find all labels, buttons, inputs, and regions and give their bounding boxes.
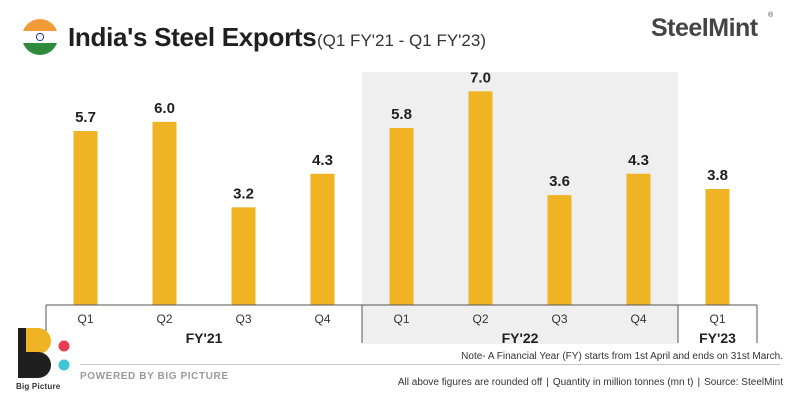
- tick-label-2: Q2: [156, 312, 172, 326]
- tick-label-1: Q1: [77, 312, 93, 326]
- data-label-9: 3.8: [707, 167, 728, 184]
- india-flag-icon: [22, 19, 58, 55]
- big-picture-logo-icon: [18, 328, 70, 378]
- tick-label-7: Q3: [551, 312, 567, 326]
- footnote-units: Quantity in million tonnes (mn t): [552, 377, 694, 388]
- group-label-1: FY'21: [186, 330, 223, 346]
- data-label-2: 6.0: [154, 100, 175, 117]
- footnote-source: Source: SteelMint: [704, 377, 783, 388]
- highlight-band-fy22: [362, 72, 678, 344]
- bar-5: [389, 127, 414, 305]
- bar-8: [626, 173, 651, 305]
- group-label-2: FY'22: [502, 330, 539, 346]
- footer-divider: [80, 364, 780, 365]
- tick-label-3: Q3: [235, 312, 251, 326]
- registered-mark: ®: [768, 12, 774, 19]
- footnote: All above figures are rounded off | Quanti…: [398, 377, 783, 388]
- header: India's Steel Exports (Q1 FY'21 - Q1 FY'…: [0, 0, 799, 64]
- data-label-3: 3.2: [233, 185, 254, 202]
- data-label-8: 4.3: [628, 152, 649, 169]
- bar-3: [231, 207, 256, 305]
- bar-6: [468, 91, 493, 305]
- big-picture-logo-text: Big Picture: [16, 382, 61, 391]
- data-label-5: 5.8: [391, 106, 412, 123]
- data-label-6: 7.0: [470, 69, 491, 86]
- chart-subtitle: (Q1 FY'21 - Q1 FY'23): [317, 31, 486, 50]
- powered-by-text: POWERED BY BIG PICTURE: [80, 371, 229, 382]
- tick-label-5: Q1: [393, 312, 409, 326]
- bar-9: [705, 189, 730, 305]
- fy-note: Note- A Financial Year (FY) starts from …: [461, 351, 783, 362]
- footnote-rounded: All above figures are rounded off: [397, 377, 543, 388]
- tick-label-6: Q2: [472, 312, 488, 326]
- footnote-separator: |: [697, 377, 701, 388]
- bar-7: [547, 195, 572, 305]
- tick-label-4: Q4: [314, 312, 330, 326]
- data-label-4: 4.3: [312, 152, 333, 169]
- bar-2: [152, 121, 177, 305]
- bar-4: [310, 173, 335, 305]
- steelmint-logo: SteelMint: [651, 14, 758, 42]
- tick-label-9: Q1: [709, 312, 725, 326]
- group-label-3: FY'23: [699, 330, 736, 346]
- data-label-7: 3.6: [549, 173, 570, 190]
- data-label-1: 5.7: [75, 109, 96, 126]
- footnote-separator: |: [546, 377, 549, 388]
- chart-title: India's Steel Exports: [68, 22, 317, 52]
- bar-1: [73, 131, 98, 305]
- tick-label-8: Q4: [630, 312, 646, 326]
